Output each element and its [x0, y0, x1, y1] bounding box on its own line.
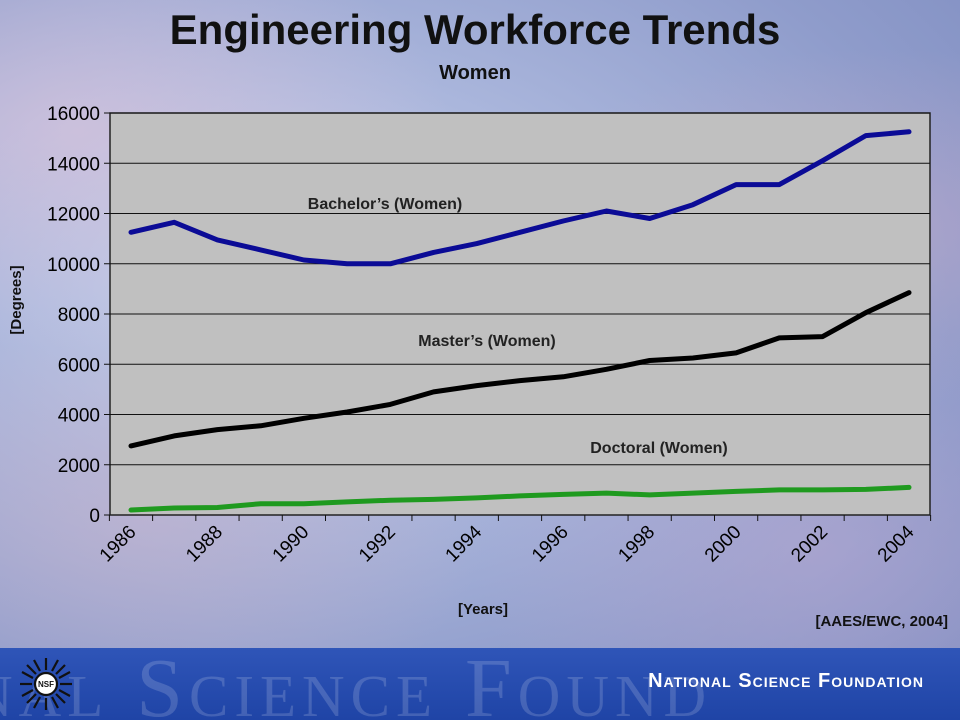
grid-layer — [110, 112, 930, 466]
logo-text: NSF — [38, 680, 54, 689]
y-tick-label: 8000 — [58, 305, 100, 326]
series-line — [128, 129, 912, 267]
page-subtitle: Women — [439, 62, 511, 84]
footer-watermark: nal Science Found — [0, 648, 713, 720]
y-tick-label: 12000 — [47, 205, 100, 226]
x-tick-label: 1998 — [614, 522, 659, 567]
y-tick-label: 10000 — [47, 255, 100, 276]
y-tick-label: 2000 — [58, 456, 100, 477]
y-tick-label: 4000 — [58, 406, 100, 427]
series-line — [128, 290, 912, 449]
x-tick-label: 1988 — [182, 522, 227, 567]
footer-org-name: National Science Foundation — [648, 670, 924, 692]
y-axis-label: [Degrees] — [8, 265, 25, 334]
nsf-logo-icon: NSF — [20, 658, 72, 710]
source-citation: [AAES/EWC, 2004] — [815, 613, 948, 630]
y-tick-label: 0 — [89, 506, 100, 527]
x-axis-label: [Years] — [458, 601, 508, 618]
x-tick-label: 1986 — [96, 522, 141, 567]
page-title: Engineering Workforce Trends — [169, 6, 781, 53]
series-label: Doctoral (Women) — [590, 440, 727, 457]
x-tick-label: 1992 — [355, 522, 400, 567]
y-tick-label: 14000 — [47, 154, 100, 175]
x-tick-label: 1996 — [528, 522, 573, 567]
footer-banner: nal Science Found NSF National Science F… — [0, 648, 960, 720]
y-tick-label: 16000 — [47, 104, 100, 125]
line-chart: 0 2000 4000 6000 8000 10000 12000 14000 16000 198… — [8, 104, 932, 618]
x-tick-label: 2004 — [874, 521, 919, 566]
x-tick-label: 2000 — [701, 522, 746, 567]
y-tick-label: 6000 — [58, 355, 100, 376]
series-label: Bachelor’s (Women) — [308, 196, 462, 213]
series-line — [128, 484, 912, 513]
series-layer — [128, 129, 912, 513]
label-layer: [Degrees] [Years] Bachelor’s (Women) Master… — [8, 196, 728, 618]
x-tick-label: 1990 — [269, 522, 314, 567]
x-tick-label: 1994 — [442, 521, 487, 566]
series-label: Master’s (Women) — [418, 333, 556, 350]
x-tick-label: 2002 — [787, 522, 832, 567]
